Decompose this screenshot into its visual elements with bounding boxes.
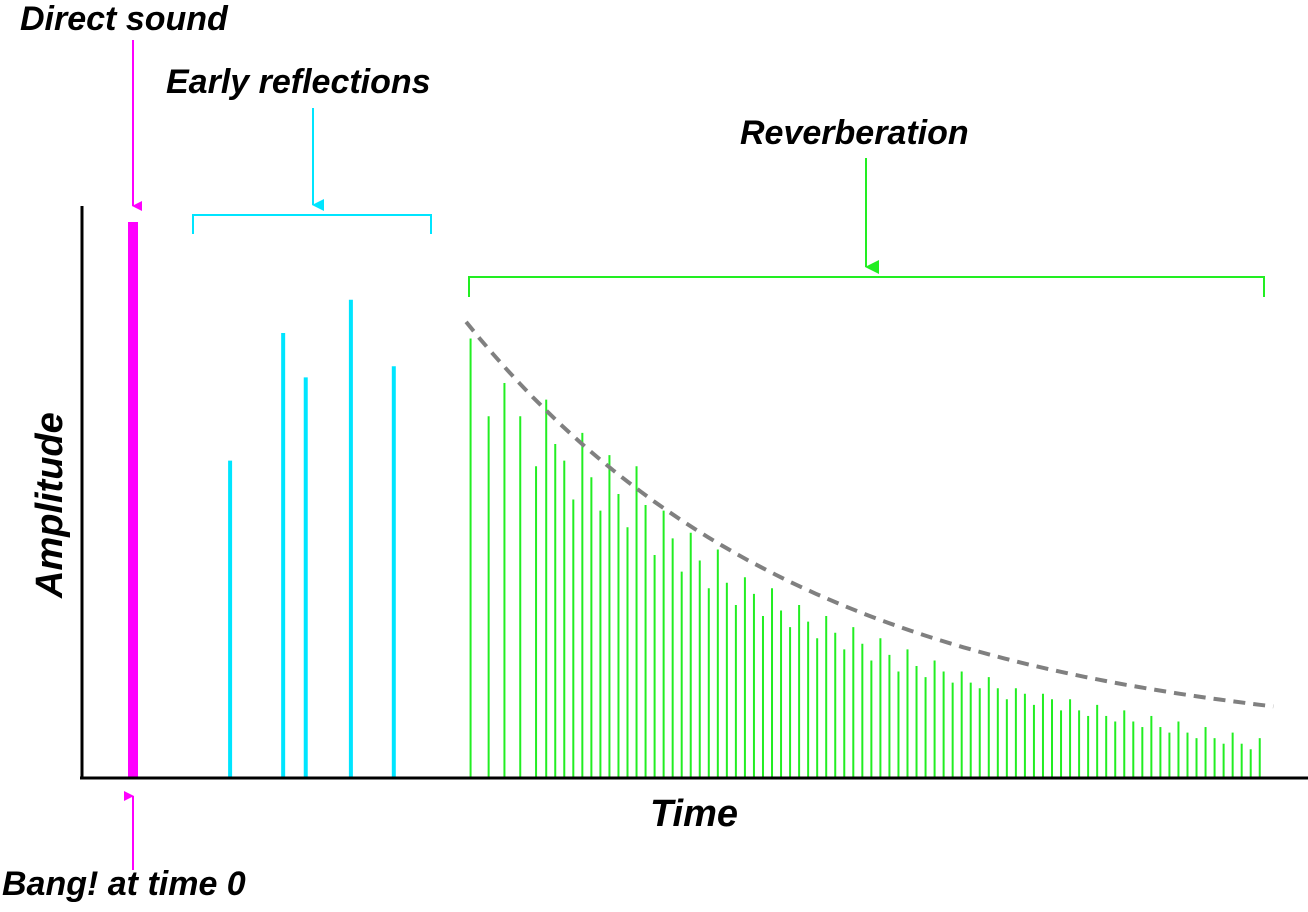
decay-envelope-curve <box>464 320 1274 709</box>
reverberation-label: Reverberation <box>740 114 969 152</box>
y-axis-label: Amplitude <box>29 412 71 599</box>
reverberation-bracket <box>468 276 1265 297</box>
impulse-spikes <box>128 222 1261 777</box>
direct-sound-label: Direct sound <box>20 0 229 38</box>
bang-label: Bang! at time 0 <box>2 865 246 903</box>
early-reflections-label: Early reflections <box>166 63 431 101</box>
x-axis-label: Time <box>650 793 738 835</box>
early-reflections-bracket <box>192 214 432 234</box>
